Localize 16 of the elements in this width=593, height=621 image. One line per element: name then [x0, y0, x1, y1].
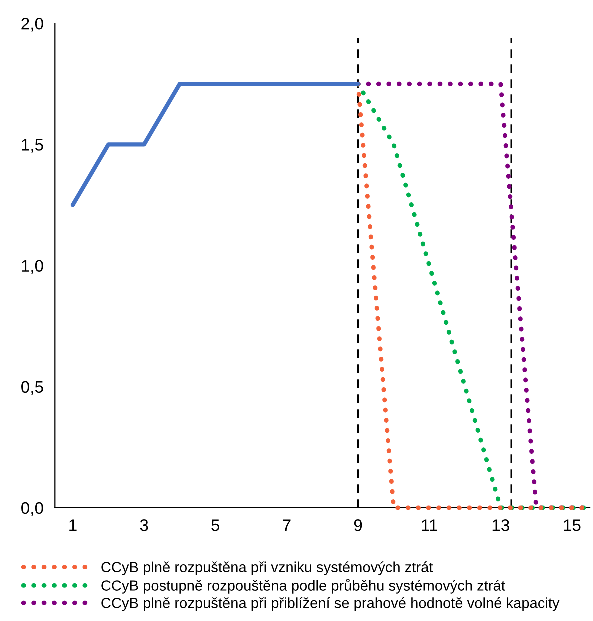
y-tick-label: 2,0: [22, 18, 44, 32]
legend-label: CCyB plně rozpuštěna při přiblížení se prahové hodnotě volné kapacity: [102, 597, 560, 612]
x-tick-label: 5: [212, 520, 220, 532]
y-tick-label: 0,0: [22, 502, 44, 516]
y-tick-label: 1,0: [22, 260, 44, 274]
y-tick-label: 1,5: [22, 139, 44, 153]
x-tick-label: 15: [564, 520, 581, 532]
x-tick-label: 1: [70, 520, 77, 532]
legend-label: CCyB postupně rozpouštěna podle průběhu systémových ztrát: [102, 579, 506, 594]
x-tick-label: 3: [140, 520, 148, 532]
x-tick-label: 7: [283, 520, 291, 532]
y-tick-label: 0,5: [22, 381, 44, 396]
x-tick-label: 9: [354, 520, 362, 532]
x-tick-label: 11: [422, 520, 438, 532]
legend-label: CCyB plně rozpuštěna při vzniku systémových ztrát: [102, 562, 434, 576]
x-tick-label: 13: [492, 520, 510, 532]
